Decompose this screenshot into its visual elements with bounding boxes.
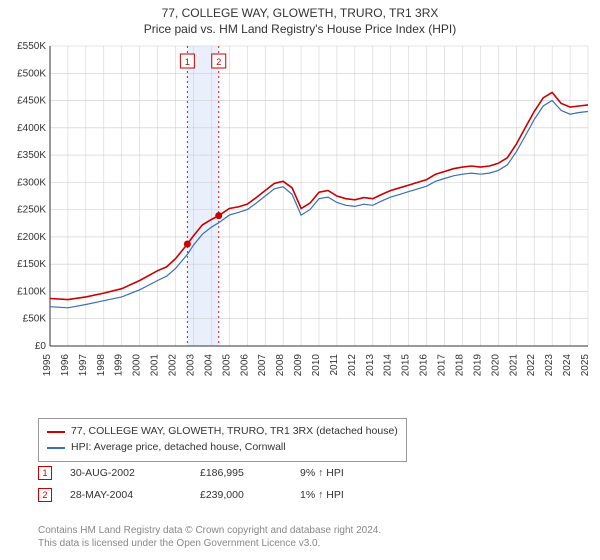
svg-text:2012: 2012	[347, 354, 358, 377]
svg-text:2010: 2010	[311, 354, 322, 377]
sale-row: 2 28-MAY-2004£239,0001% ↑ HPI	[38, 484, 400, 506]
chart-subtitle: Price paid vs. HM Land Registry's House …	[0, 22, 600, 36]
svg-text:2017: 2017	[437, 354, 448, 377]
svg-text:2009: 2009	[293, 354, 304, 377]
svg-text:1999: 1999	[114, 354, 125, 377]
svg-text:£250K: £250K	[17, 205, 46, 216]
chart-title: 77, COLLEGE WAY, GLOWETH, TRURO, TR1 3RX	[0, 0, 600, 20]
attribution: Contains HM Land Registry data © Crown c…	[38, 524, 381, 550]
legend-item: 77, COLLEGE WAY, GLOWETH, TRURO, TR1 3RX…	[47, 424, 398, 440]
svg-text:£550K: £550K	[17, 41, 46, 52]
marker-dot	[215, 212, 222, 219]
svg-text:£450K: £450K	[17, 96, 46, 107]
svg-text:2005: 2005	[221, 354, 232, 377]
legend: 77, COLLEGE WAY, GLOWETH, TRURO, TR1 3RX…	[38, 418, 407, 462]
sale-date: 28-MAY-2004	[70, 489, 200, 501]
svg-text:1996: 1996	[60, 354, 71, 377]
svg-text:2001: 2001	[150, 354, 161, 377]
svg-text:2024: 2024	[562, 354, 573, 377]
svg-text:£300K: £300K	[17, 177, 46, 188]
marker-dot	[184, 241, 191, 248]
sales-list: 1 30-AUG-2002£186,9959% ↑ HPI 2 28-MAY-2004…	[38, 462, 400, 506]
svg-text:1998: 1998	[96, 354, 107, 377]
svg-text:2011: 2011	[329, 354, 340, 376]
svg-text:1995: 1995	[42, 354, 53, 377]
legend-item: HPI: Average price, detached house, Corn…	[47, 440, 398, 456]
svg-text:£0: £0	[35, 341, 47, 352]
svg-text:£400K: £400K	[17, 123, 46, 134]
sale-row: 1 30-AUG-2002£186,9959% ↑ HPI	[38, 462, 400, 484]
chart-svg: £0 £50K £100K £150K £200K £250K £300K £350K £400…	[0, 40, 600, 400]
svg-text:2018: 2018	[454, 354, 465, 377]
svg-text:£350K: £350K	[17, 150, 46, 161]
svg-text:£200K: £200K	[17, 232, 46, 243]
sale-date: 30-AUG-2002	[70, 467, 200, 479]
svg-text:2006: 2006	[239, 354, 250, 377]
legend-label: 77, COLLEGE WAY, GLOWETH, TRURO, TR1 3RX…	[71, 424, 398, 440]
svg-text:£150K: £150K	[17, 259, 46, 270]
svg-text:£50K: £50K	[23, 314, 47, 325]
svg-text:2007: 2007	[257, 354, 268, 377]
svg-text:2023: 2023	[544, 354, 555, 377]
chart-container: 77, COLLEGE WAY, GLOWETH, TRURO, TR1 3RX…	[0, 0, 600, 560]
svg-text:2: 2	[216, 57, 221, 67]
svg-text:2020: 2020	[490, 354, 501, 377]
legend-swatch	[47, 447, 65, 449]
legend-swatch	[47, 431, 65, 433]
sale-marker-box: 2	[38, 488, 52, 502]
svg-text:2025: 2025	[580, 354, 591, 377]
svg-text:2000: 2000	[132, 354, 143, 377]
legend-label: HPI: Average price, detached house, Corn…	[71, 440, 286, 456]
svg-text:2019: 2019	[472, 354, 483, 377]
svg-text:2013: 2013	[365, 354, 376, 377]
svg-text:2015: 2015	[401, 354, 412, 377]
svg-text:£100K: £100K	[17, 286, 46, 297]
svg-text:2004: 2004	[203, 354, 214, 377]
svg-text:2021: 2021	[508, 354, 519, 377]
svg-text:2022: 2022	[526, 354, 537, 377]
attribution-line1: Contains HM Land Registry data © Crown c…	[38, 524, 381, 537]
sale-price: £186,995	[200, 467, 300, 479]
svg-text:2014: 2014	[383, 354, 394, 377]
attribution-line2: This data is licensed under the Open Gov…	[38, 537, 381, 550]
svg-text:£500K: £500K	[17, 68, 46, 79]
sale-marker-box: 1	[38, 466, 52, 480]
sale-hpi: 9% ↑ HPI	[300, 467, 400, 479]
sale-hpi: 1% ↑ HPI	[300, 489, 400, 501]
svg-text:2016: 2016	[419, 354, 430, 377]
svg-text:2008: 2008	[275, 354, 286, 377]
svg-text:2002: 2002	[168, 354, 179, 377]
chart-plot-area: £0 £50K £100K £150K £200K £250K £300K £350K £400…	[0, 40, 600, 400]
sale-price: £239,000	[200, 489, 300, 501]
svg-text:1997: 1997	[78, 354, 89, 377]
svg-text:2003: 2003	[185, 354, 196, 377]
svg-text:1: 1	[185, 57, 190, 67]
